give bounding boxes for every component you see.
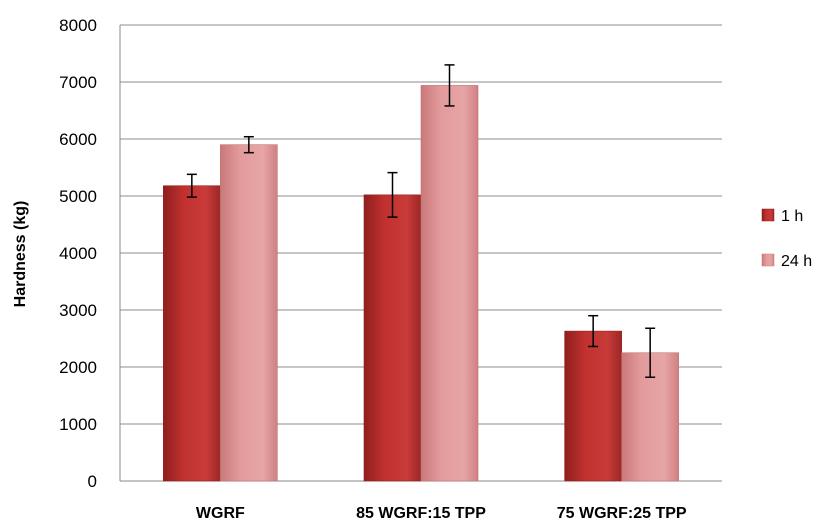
y-tick-label: 5000 [59,187,97,206]
error-bars [186,64,656,379]
bar-1h-0 [163,185,221,482]
x-category-label: WGRF [196,505,245,522]
error-bar [645,327,656,379]
bar-24h-0 [220,144,278,482]
category-labels: WGRF 85 WGRF:15 TPP 75 WGRF:25 TPP [196,505,687,522]
bars [163,85,679,482]
y-tick-label: 1000 [59,415,97,434]
y-tick-label: 2000 [59,358,97,377]
y-axis-title: Hardness (kg) [12,201,29,308]
legend-label-24h: 24 h [781,253,812,270]
legend-swatch-1h [761,208,775,222]
x-category-label: 85 WGRF:15 TPP [356,505,486,522]
bar-24h-1 [420,85,479,482]
x-category-label: 75 WGRF:25 TPP [557,505,687,522]
error-bar [186,173,197,198]
y-tick-label: 0 [88,472,97,491]
legend: 1 h 24 h [761,208,812,270]
error-bar [588,314,599,348]
y-tick-label: 3000 [59,301,97,320]
error-bar [243,135,254,154]
y-tick-label: 7000 [59,73,97,92]
y-tick-label: 4000 [59,244,97,263]
legend-label-1h: 1 h [781,208,803,225]
y-tick-label: 8000 [59,16,97,35]
bar-1h-2 [564,330,622,482]
bar-1h-1 [363,194,422,482]
error-bar [444,64,455,107]
y-tick-labels: 0 1000 2000 3000 4000 5000 6000 7000 8000 [59,16,97,491]
y-tick-label: 6000 [59,130,97,149]
error-bar [387,171,398,218]
legend-swatch-24h [761,253,775,267]
